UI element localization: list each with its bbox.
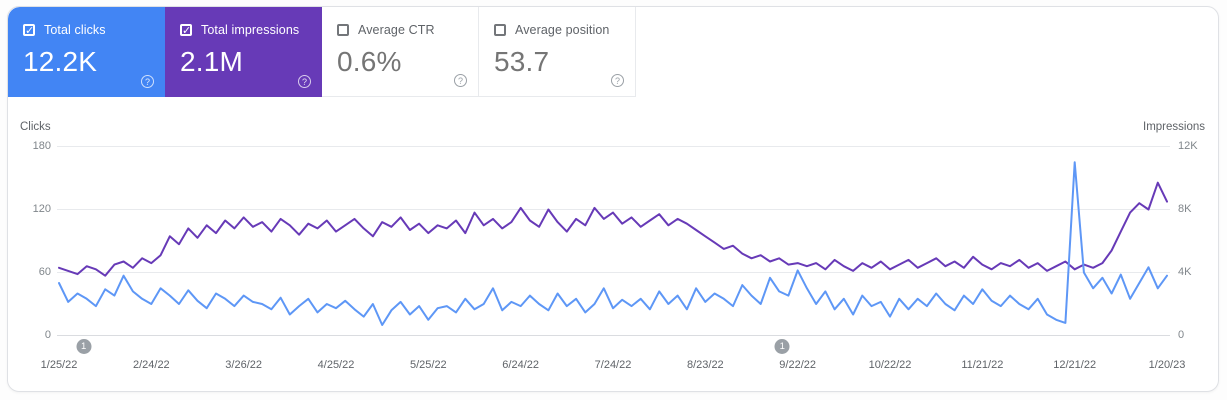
x-axis-tick: 10/22/22 (868, 359, 912, 371)
metric-value: 2.1M (180, 46, 244, 77)
x-axis-tick: 11/21/22 (961, 359, 1004, 371)
x-axis-tick: 12/21/22 (1053, 359, 1097, 371)
help-icon[interactable]: ? (141, 75, 154, 88)
metric-label: Total clicks (44, 23, 106, 37)
metric-card-header: ✓ Total impressions (165, 7, 322, 37)
average-position-checkbox[interactable] (494, 24, 506, 36)
metric-value: 53.7 (494, 46, 550, 77)
chart-plot-area[interactable] (57, 146, 1170, 337)
metric-label: Average position (515, 23, 610, 37)
x-axis-tick: 1/25/22 (40, 359, 78, 371)
impressions-line[interactable] (58, 181, 1168, 277)
metric-card-average-ctr[interactable]: Average CTR 0.6% ? (322, 7, 479, 97)
right-axis-tick: 12K (1178, 140, 1198, 152)
metric-label: Average CTR (358, 23, 435, 37)
left-axis-title: Clicks (20, 121, 51, 133)
right-axis-tick: 8K (1178, 203, 1192, 215)
left-axis-tick: 120 (32, 203, 51, 215)
metric-card-header: Average CTR (322, 7, 478, 37)
metric-card-header: Average position (479, 7, 635, 37)
left-axis-tick: 0 (44, 329, 51, 341)
annotation-marker[interactable]: 1 (76, 339, 92, 354)
total-clicks-checkbox[interactable]: ✓ (23, 24, 35, 37)
performance-chart: Clicks Impressions 180 120 60 0 12K 8K 4K 0 1/2… (8, 117, 1218, 391)
x-axis-tick: 7/24/22 (594, 359, 632, 371)
metrics-row: ✓ Total clicks 12.2K ? ✓ Total impressio… (8, 7, 636, 97)
right-axis-title: Impressions (1143, 121, 1205, 133)
clicks-line[interactable] (58, 161, 1168, 326)
left-axis-tick: 60 (38, 266, 51, 278)
x-axis-tick: 5/25/22 (409, 359, 447, 371)
total-impressions-checkbox[interactable]: ✓ (180, 24, 192, 37)
performance-panel: ✓ Total clicks 12.2K ? ✓ Total impressio… (7, 6, 1219, 392)
help-icon[interactable]: ? (454, 74, 467, 87)
metric-card-total-impressions[interactable]: ✓ Total impressions 2.1M ? (165, 7, 322, 97)
x-axis-tick: 8/23/22 (686, 359, 724, 371)
annotation-marker[interactable]: 1 (774, 339, 790, 354)
metric-value: 0.6% (337, 46, 402, 77)
help-icon[interactable]: ? (298, 75, 311, 88)
x-axis-tick: 4/25/22 (317, 359, 355, 371)
metric-card-average-position[interactable]: Average position 53.7 ? (479, 7, 636, 97)
x-axis-tick: 3/26/22 (225, 359, 263, 371)
x-axis-tick: 1/20/23 (1148, 359, 1186, 371)
x-axis-tick: 9/22/22 (779, 359, 817, 371)
help-icon[interactable]: ? (611, 74, 624, 87)
metric-label: Total impressions (201, 23, 300, 37)
metric-card-header: ✓ Total clicks (8, 7, 165, 37)
average-ctr-checkbox[interactable] (337, 24, 349, 36)
metric-value: 12.2K (23, 46, 98, 77)
right-axis-tick: 0 (1178, 329, 1185, 341)
x-axis-tick: 2/24/22 (132, 359, 170, 371)
x-axis-tick: 6/24/22 (502, 359, 540, 371)
left-axis-tick: 180 (32, 140, 51, 152)
metric-card-total-clicks[interactable]: ✓ Total clicks 12.2K ? (8, 7, 165, 97)
right-axis-tick: 4K (1178, 266, 1192, 278)
